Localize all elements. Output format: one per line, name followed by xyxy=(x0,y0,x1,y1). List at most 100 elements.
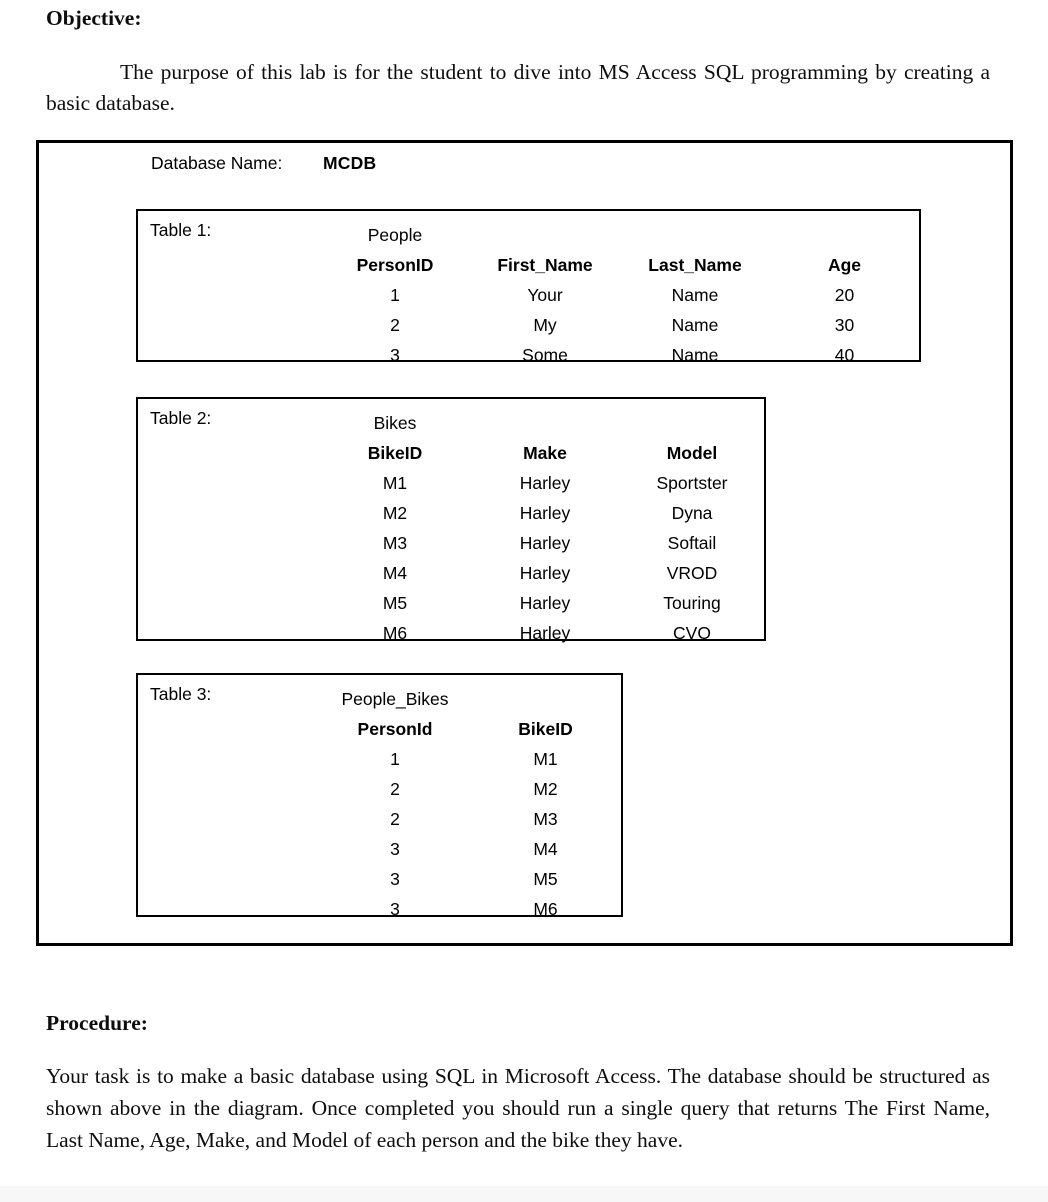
empty-cell xyxy=(470,408,620,438)
table-cell: 3 xyxy=(390,869,400,889)
table-2-name: Bikes xyxy=(373,413,417,433)
table-cell: M2 xyxy=(533,779,558,799)
column-header: Last_Name xyxy=(648,255,742,275)
gutter-cell xyxy=(138,804,320,834)
table-cell: Your xyxy=(527,285,563,305)
table-cell: M2 xyxy=(382,503,408,523)
table-row: 1 M1 xyxy=(138,744,621,774)
table-cell: Harley xyxy=(519,473,571,493)
gutter-cell xyxy=(138,220,320,250)
table-cell: 2 xyxy=(390,809,400,829)
procedure-body-text: Your task is to make a basic database us… xyxy=(46,1064,990,1152)
table-cell: 30 xyxy=(834,315,855,335)
table-cell: 2 xyxy=(390,779,400,799)
table-cell: 3 xyxy=(390,839,400,859)
empty-cell xyxy=(620,408,764,438)
table-cell: M5 xyxy=(533,869,558,889)
table-cell: 2 xyxy=(390,315,400,335)
table-row: 3 M5 xyxy=(138,864,621,894)
table-cell: 40 xyxy=(834,345,855,365)
gutter-cell xyxy=(138,280,320,310)
gutter-cell xyxy=(138,588,320,618)
gutter-cell xyxy=(138,250,320,280)
table-cell: M4 xyxy=(533,839,558,859)
gutter-cell xyxy=(138,714,320,744)
table-cell: Name xyxy=(671,285,719,305)
page-bottom-strip xyxy=(0,1186,1048,1202)
table-cell: M3 xyxy=(382,533,408,553)
table-cell: Harley xyxy=(519,533,571,553)
column-header: Model xyxy=(666,443,718,463)
table-row: M1 Harley Sportster xyxy=(138,468,764,498)
table-cell: CVO xyxy=(673,623,711,643)
table-row: 1 Your Name 20 xyxy=(138,280,919,310)
table-row: PersonID First_Name Last_Name Age xyxy=(138,250,919,280)
table-cell: Harley xyxy=(519,503,571,523)
table-cell: Some xyxy=(522,345,568,365)
column-header: First_Name xyxy=(497,255,593,275)
gutter-cell xyxy=(138,528,320,558)
table-cell: M3 xyxy=(533,809,558,829)
table-row: M5 Harley Touring xyxy=(138,588,764,618)
empty-cell xyxy=(470,220,620,250)
table-cell: Harley xyxy=(519,623,571,643)
table-cell: 1 xyxy=(390,749,400,769)
table-2-box: Table 2: Bikes BikeID Make xyxy=(136,397,766,643)
gutter-cell xyxy=(138,618,320,648)
table-2-label: Table 2: xyxy=(150,408,212,428)
gutter-cell xyxy=(138,864,320,894)
table-cell: 3 xyxy=(390,345,400,365)
table-cell: Touring xyxy=(663,593,721,613)
table-row: M3 Harley Softail xyxy=(138,528,764,558)
objective-heading: Objective: xyxy=(46,6,142,30)
table-row: M2 Harley Dyna xyxy=(138,498,764,528)
table-cell: 20 xyxy=(834,285,855,305)
table-cell: M6 xyxy=(382,623,408,643)
table-cell: M1 xyxy=(382,473,408,493)
database-name-row: Database Name: MCDB xyxy=(151,153,376,174)
table-row: 3 Some Name 40 xyxy=(138,340,919,370)
gutter-cell xyxy=(138,894,320,924)
gutter-cell xyxy=(138,438,320,468)
table-cell: Harley xyxy=(519,593,571,613)
table-cell: Name xyxy=(671,315,719,335)
table-cell: M1 xyxy=(533,749,558,769)
table-row: Bikes xyxy=(138,408,764,438)
table-row: PersonId BikeID xyxy=(138,714,621,744)
empty-cell xyxy=(470,684,621,714)
table-cell: 1 xyxy=(390,285,400,305)
table-row: M6 Harley CVO xyxy=(138,618,764,648)
gutter-cell xyxy=(138,558,320,588)
database-name-label: Database Name: xyxy=(151,153,283,173)
gutter-cell xyxy=(138,468,320,498)
table-cell: M4 xyxy=(382,563,408,583)
table-cell: Name xyxy=(671,345,719,365)
table-row: 2 M3 xyxy=(138,804,621,834)
table-cell: Sportster xyxy=(656,473,728,493)
table-row: 2 M2 xyxy=(138,774,621,804)
database-name-value: MCDB xyxy=(323,153,377,173)
gutter-cell xyxy=(138,744,320,774)
table-1-grid: People PersonID First_Name Last_Name Age xyxy=(138,220,919,370)
column-header: Make xyxy=(523,443,567,463)
column-header: Age xyxy=(827,255,862,275)
table-row: 2 My Name 30 xyxy=(138,310,919,340)
table-1-name: People xyxy=(367,225,423,245)
database-diagram: Database Name: MCDB Table 1: People xyxy=(36,140,1013,946)
table-cell: VROD xyxy=(666,563,718,583)
table-3-box: Table 3: People_Bikes PersonId BikeID xyxy=(136,673,623,919)
table-row: 3 M6 xyxy=(138,894,621,924)
gutter-cell xyxy=(138,310,320,340)
gutter-cell xyxy=(138,774,320,804)
table-cell: 3 xyxy=(390,899,400,919)
gutter-cell xyxy=(138,498,320,528)
empty-cell xyxy=(770,220,919,250)
table-3-label: Table 3: xyxy=(150,684,212,704)
gutter-cell xyxy=(138,684,320,714)
table-row: 3 M4 xyxy=(138,834,621,864)
table-row: M4 Harley VROD xyxy=(138,558,764,588)
table-1-label: Table 1: xyxy=(150,220,212,240)
column-header: PersonId xyxy=(357,719,433,739)
table-2-grid: Bikes BikeID Make Model M1 Harley xyxy=(138,408,764,648)
empty-cell xyxy=(620,220,770,250)
